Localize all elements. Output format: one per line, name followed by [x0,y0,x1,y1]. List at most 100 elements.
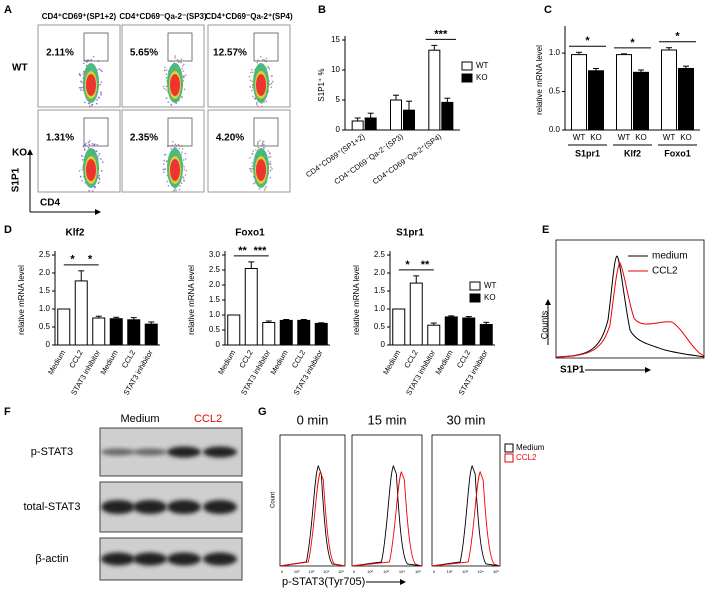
x-tick-label: 10³ [383,569,389,574]
axis-label: S1P1 [560,365,585,376]
histogram-frame [279,434,346,567]
bar [127,319,141,346]
event-dot [92,55,95,58]
event-dot [95,102,98,105]
row-label: KO [12,148,27,159]
panel-letter: C [544,4,552,16]
histogram [279,470,346,567]
bar [661,49,677,131]
gate-percentage: 2.11% [46,48,74,59]
event-dot [97,182,100,185]
event-dot [165,88,167,91]
bar [351,120,364,131]
event-dot [98,178,101,181]
event-dot [251,84,254,87]
event-dot [249,169,252,172]
event-dot [182,177,185,179]
event-dot [254,98,257,100]
band [203,500,237,514]
gate [253,32,279,62]
histogram-medium [555,255,705,358]
event-dot [257,140,259,143]
x-tick-label: Medium [269,348,290,376]
x-tick-label: 10² [294,569,300,574]
event-dot [261,144,263,146]
event-dot [95,150,98,153]
event-dot [263,189,266,191]
event-dot [82,158,84,161]
significance: ** [238,245,247,257]
x-tick-label: 0 [281,569,284,574]
legend-label: WT [484,281,497,290]
event-dot [165,77,168,79]
significance: ** [421,259,430,271]
event-dot [184,158,187,160]
event-dot [82,62,85,65]
event-dot [249,86,251,88]
bar [392,308,406,346]
bar [678,67,694,131]
event-dot [178,147,181,150]
event-dot [180,182,183,185]
band [203,446,237,458]
event-dot [88,102,91,105]
event-dot [179,185,181,187]
event-dot [268,156,270,159]
event-dot [97,154,100,157]
event-dot [184,152,187,155]
event-dot [249,79,252,82]
density [256,159,266,181]
event-dot [185,74,187,76]
event-dot [78,169,81,172]
x-tick-label: Medium [216,348,237,376]
row-label: WT [12,63,28,74]
bar [428,49,441,131]
bar [616,54,632,131]
gate [83,117,109,147]
bar [403,109,415,131]
event-dot [180,58,183,61]
column-header: CD4⁺CD69⁻Qa-2⁻(SP3) [119,12,207,21]
event-dot [258,188,261,190]
x-tick-label: 10³ [309,569,315,574]
event-dot [251,68,253,71]
event-dot [262,58,264,61]
y-tick-label: 2.0 [209,280,221,289]
event-dot [181,151,183,153]
legend-swatch [461,61,473,71]
event-dot [163,69,166,72]
event-dot [80,89,82,91]
panel-letter: A [4,4,12,16]
event-dot [272,80,274,83]
gate-percentage: 5.65% [130,48,158,59]
x-tick-label: Medium [381,348,402,376]
x-tick-label: Medium [46,348,67,376]
density [256,74,266,96]
event-dot [96,98,98,101]
event-dot [100,158,102,160]
event-dot [79,175,82,178]
y-tick-label: 1.5 [209,295,221,304]
event-dot [251,165,254,167]
event-dot [82,73,85,76]
row-label: β-actin [35,553,68,565]
bar [633,71,649,131]
event-dot [252,150,255,152]
bar [57,308,71,346]
event-dot [251,80,254,83]
histogram-ccl2 [555,262,705,358]
event-dot [163,87,166,90]
bar [409,282,423,346]
y-tick-label: 0.5 [39,322,51,331]
event-dot [268,152,271,155]
event-dot [173,189,176,191]
event-dot [80,80,82,83]
flow-plot [37,24,121,108]
event-dot [256,143,259,146]
event-dot [270,86,273,88]
event-dot [257,59,260,61]
event-dot [250,168,252,170]
y-tick-label: 2.0 [39,268,51,277]
event-dot [180,61,182,64]
event-dot [263,59,266,61]
